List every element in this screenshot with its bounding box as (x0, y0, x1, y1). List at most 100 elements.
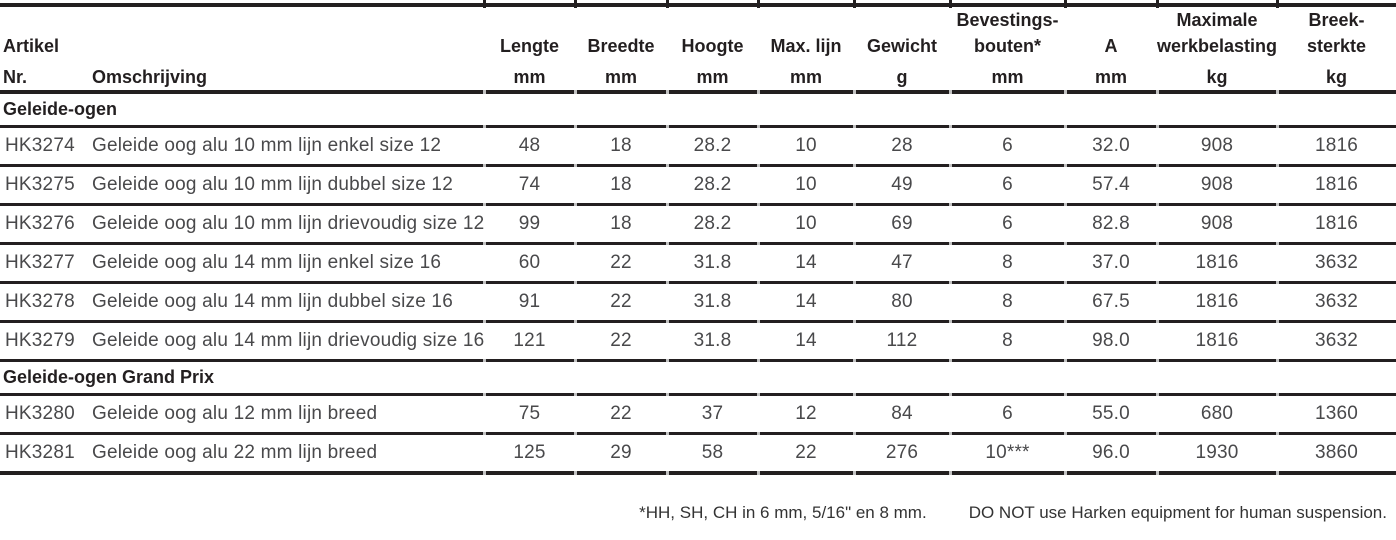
cell-artikel-nr: HK3278 (5, 291, 75, 312)
column-boundary-tick (483, 203, 486, 206)
column-boundary-tick (1156, 125, 1159, 128)
column-boundary-tick (574, 393, 577, 396)
column-boundary-tick (574, 281, 577, 284)
cell-artikel-nr: HK3276 (5, 213, 75, 234)
column-header-unit: mm (604, 67, 637, 87)
cell-value-a: 37.0 (1092, 252, 1130, 273)
row-separator (0, 320, 1396, 323)
column-boundary-tick (949, 393, 952, 396)
column-boundary-tick (574, 164, 577, 167)
cell-artikel-nr: HK3279 (5, 330, 75, 351)
cell-value-breeksterkte: 3632 (1314, 330, 1359, 351)
column-boundary-tick (1156, 242, 1159, 245)
row-separator (0, 432, 1396, 435)
column-boundary-tick (949, 432, 952, 435)
column-boundary-tick (574, 359, 577, 362)
section-underline (0, 125, 1396, 128)
cell-value-gewicht: 69 (891, 213, 913, 234)
cell-artikel-nr: HK3280 (5, 403, 75, 424)
column-boundary-tick (666, 320, 669, 323)
cell-value-max-lijn: 10 (795, 213, 817, 234)
column-boundary-tick (853, 90, 856, 94)
column-boundary-tick (1156, 0, 1159, 8)
cell-value-maximale-werkbelasting: 908 (1200, 135, 1234, 156)
table-row: HK3280 Geleide oog alu 12 mm lijn breed 75… (0, 396, 1396, 432)
cell-value-max-lijn: 14 (795, 330, 817, 351)
cell-value-gewicht: 47 (891, 252, 913, 273)
table-body: Geleide-ogen HK3274 Geleide oog alu 10 mm … (0, 94, 1396, 475)
column-header-breeksterkte: Breek-sterkte kg (1277, 7, 1396, 93)
column-header-gewicht: Gewicht g (854, 7, 950, 93)
column-boundary-tick (853, 471, 856, 475)
column-boundary-tick (483, 432, 486, 435)
cell-value-breedte: 22 (610, 330, 632, 351)
column-boundary-tick (666, 0, 669, 8)
table-row: HK3277 Geleide oog alu 14 mm lijn enkel s… (0, 245, 1396, 281)
column-header-omschrijving: Omschrijving (88, 7, 484, 93)
column-boundary-tick (483, 320, 486, 323)
column-boundary-tick (1276, 432, 1279, 435)
cell-value-lengte: 48 (518, 135, 541, 156)
cell-value-bevestingsbouten: 6 (1002, 213, 1013, 234)
column-boundary-tick (949, 281, 952, 284)
column-boundary-tick (853, 125, 856, 128)
cell-value-lengte: 60 (518, 252, 541, 273)
column-boundary-tick (483, 0, 486, 8)
row-separator (0, 203, 1396, 206)
column-boundary-tick (1276, 471, 1279, 475)
column-boundary-tick (1156, 471, 1159, 475)
cell-value-breeksterkte: 1360 (1314, 403, 1359, 424)
cell-value-breedte: 18 (610, 174, 632, 195)
cell-value-a: 82.8 (1092, 213, 1130, 234)
column-boundary-tick (574, 320, 577, 323)
column-header-label: werkbelasting (1157, 36, 1278, 56)
column-boundary-tick (949, 125, 952, 128)
column-boundary-tick (1156, 393, 1159, 396)
column-header-unit: mm (513, 67, 546, 87)
cell-value-lengte: 125 (513, 442, 546, 463)
header-underline (0, 90, 1396, 94)
cell-value-breeksterkte: 3632 (1314, 291, 1359, 312)
cell-value-bevestingsbouten: 6 (1002, 174, 1013, 195)
column-boundary-tick (757, 281, 760, 284)
column-boundary-tick (1276, 0, 1279, 8)
column-boundary-tick (949, 164, 952, 167)
column-header-label: Breek- (1308, 10, 1365, 30)
footnote-text: *HH, SH, CH in 6 mm, 5/16" en 8 mm. (639, 503, 927, 522)
column-boundary-tick (1276, 90, 1279, 94)
column-boundary-tick (666, 90, 669, 94)
column-boundary-tick (853, 320, 856, 323)
cell-value-hoogte: 58 (701, 442, 724, 463)
column-header-unit: mm (991, 67, 1024, 87)
column-boundary-tick (1156, 432, 1159, 435)
cell-value-max-lijn: 14 (795, 252, 817, 273)
column-header-label: bouten* (974, 36, 1041, 56)
column-boundary-tick (1064, 0, 1067, 8)
column-boundary-tick (1156, 320, 1159, 323)
column-boundary-tick (666, 432, 669, 435)
column-header-unit: Nr. (3, 67, 28, 87)
column-header-breedte: Breedte mm (575, 7, 667, 93)
column-boundary-tick (757, 242, 760, 245)
cell-value-max-lijn: 10 (795, 174, 817, 195)
column-header-lengte: Lengte mm (484, 7, 575, 93)
column-header-max-lijn: Max. lijn mm (758, 7, 854, 93)
column-header-unit: Omschrijving (92, 67, 208, 87)
cell-value-hoogte: 37 (701, 403, 724, 424)
column-header-label: Breedte (587, 36, 655, 56)
column-boundary-tick (1064, 125, 1067, 128)
column-boundary-tick (757, 203, 760, 206)
section-underline (0, 393, 1396, 396)
cell-value-maximale-werkbelasting: 1816 (1195, 291, 1239, 312)
column-boundary-tick (757, 320, 760, 323)
cell-value-maximale-werkbelasting: 1930 (1195, 442, 1239, 463)
column-boundary-tick (574, 90, 577, 94)
cell-value-gewicht: 112 (886, 330, 918, 351)
cell-value-maximale-werkbelasting: 680 (1200, 403, 1234, 424)
row-separator (0, 281, 1396, 284)
column-boundary-tick (757, 0, 760, 8)
column-boundary-tick (853, 393, 856, 396)
cell-value-breeksterkte: 1816 (1314, 174, 1359, 195)
column-boundary-tick (666, 242, 669, 245)
column-boundary-tick (853, 242, 856, 245)
